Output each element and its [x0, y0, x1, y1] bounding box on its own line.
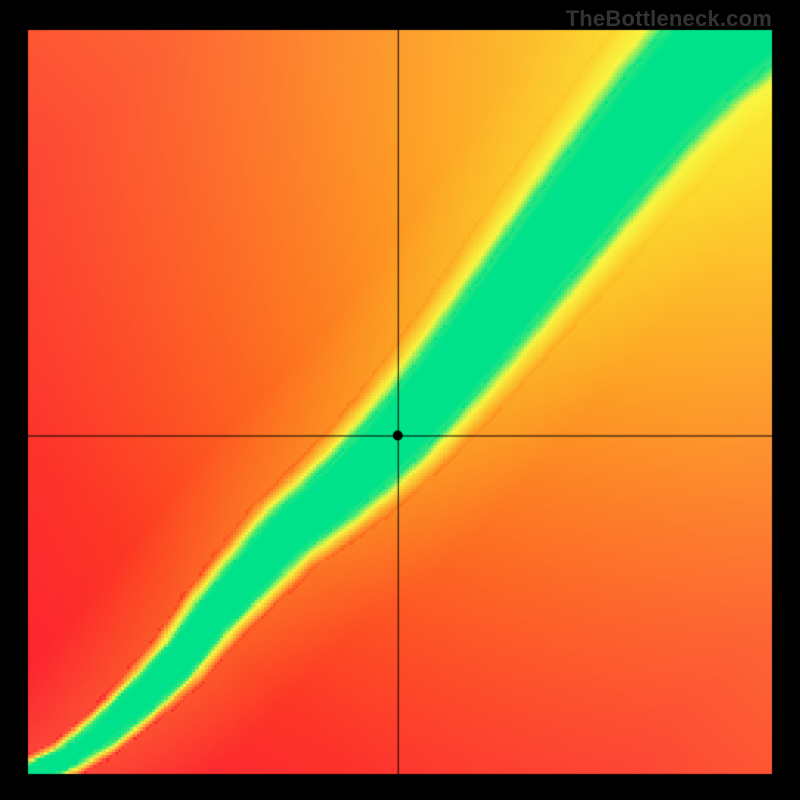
attribution-label: TheBottleneck.com: [566, 6, 772, 32]
bottleneck-heatmap: [0, 0, 800, 800]
chart-container: TheBottleneck.com: [0, 0, 800, 800]
